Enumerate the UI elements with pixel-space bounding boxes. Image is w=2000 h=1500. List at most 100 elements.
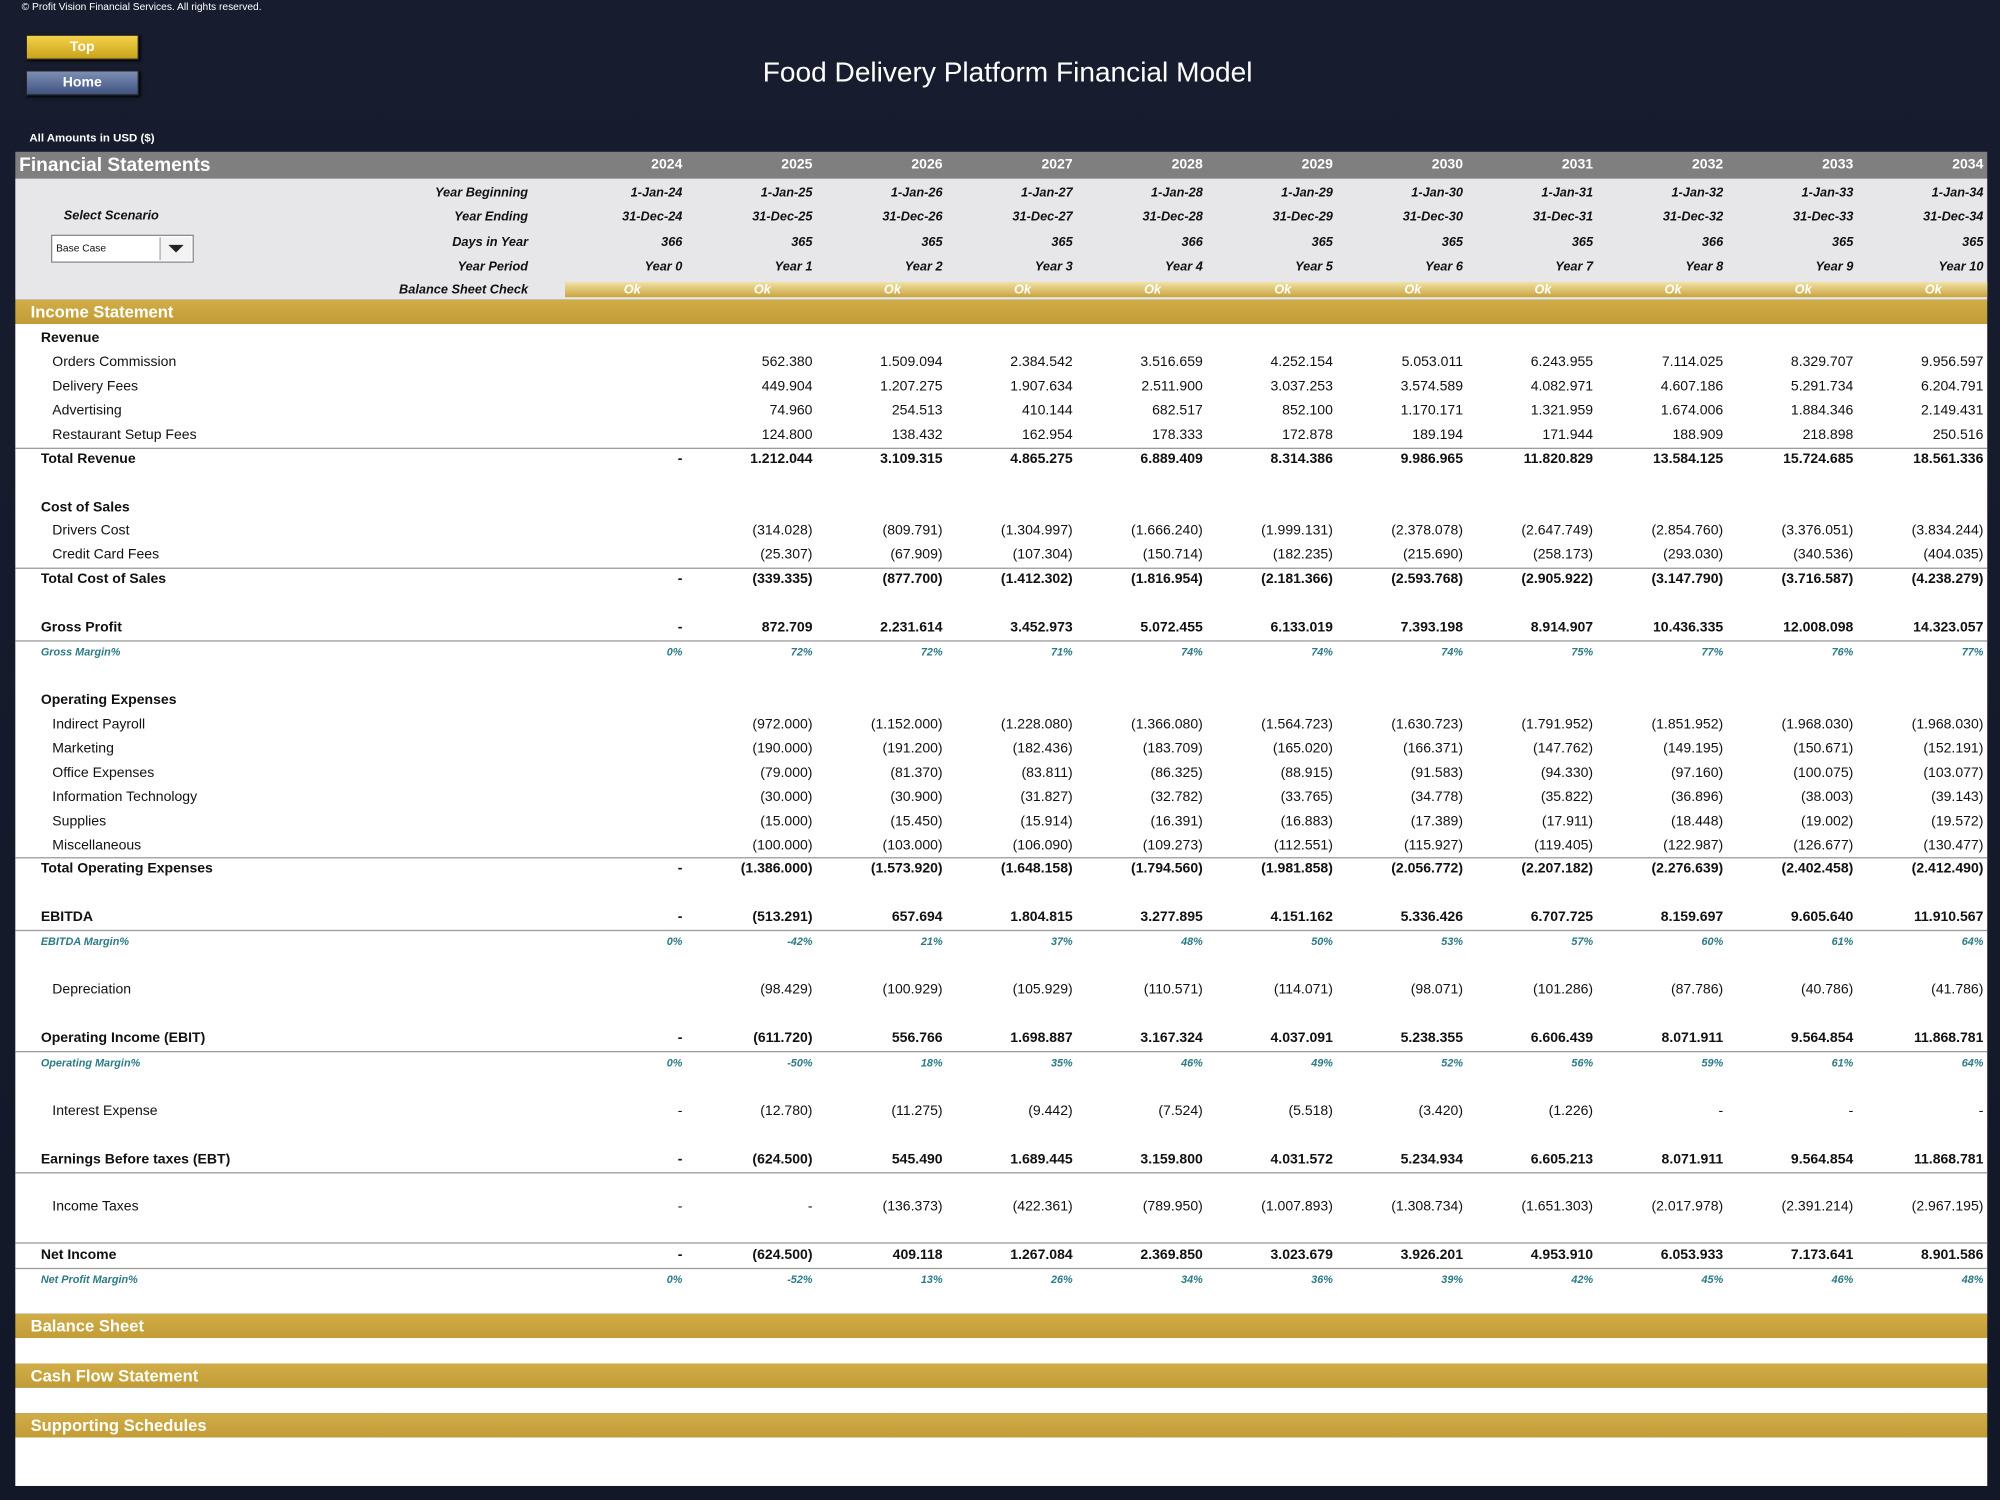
row-value: 2.369.850: [1140, 1247, 1203, 1264]
row-value: 8.159.697: [1660, 909, 1724, 926]
row-value: (258.173): [1533, 547, 1594, 563]
row-value: (36.896): [1670, 789, 1724, 805]
row-value: (83.811): [1021, 764, 1073, 781]
row-value: (182.436): [1012, 740, 1073, 757]
row-value: 1.509.094: [880, 354, 943, 370]
row-label: Total Revenue: [40, 451, 136, 467]
scenario-dropdown[interactable]: Base Case: [51, 234, 194, 263]
row-value: (1.386.000): [740, 861, 813, 877]
row-value: 2.511.900: [1141, 378, 1203, 394]
section-bar: Balance Sheet: [15, 1313, 1988, 1339]
row-label: Credit Card Fees: [52, 547, 160, 563]
row-value: 172.878: [1282, 426, 1333, 443]
row-value: -: [1848, 1102, 1854, 1119]
row-value: (107.304): [1012, 547, 1073, 563]
row-value: 1.170.171: [1400, 402, 1464, 419]
year-header: 2028: [1171, 156, 1203, 173]
balance-check: Ok: [883, 283, 901, 298]
meta-value: Year 10: [1938, 260, 1984, 275]
section-bar: Cash Flow Statement: [15, 1363, 1988, 1388]
row-value: 11.868.781: [1913, 1151, 1984, 1167]
row-value: (1.666.240): [1131, 523, 1203, 539]
row-value: 3.574.589: [1400, 378, 1464, 394]
balance-check-bar: [565, 281, 1988, 298]
row-value: (15.000): [760, 813, 813, 829]
row-value: (150.714): [1142, 547, 1203, 563]
row-value: (100.929): [882, 982, 943, 998]
row-label: Miscellaneous: [52, 837, 142, 853]
top-button[interactable]: Top: [25, 34, 140, 60]
row-value: 76%: [1831, 645, 1854, 659]
row-value: (190.000): [752, 740, 813, 757]
row-value: 5.291.734: [1790, 378, 1854, 394]
row-value: 72%: [920, 645, 943, 659]
row-value: (17.389): [1410, 813, 1464, 829]
row-value: (1.304.997): [1000, 523, 1073, 539]
row-value: 0%: [666, 1055, 683, 1069]
meta-value: 365: [1441, 235, 1464, 250]
balance-check: Ok: [623, 283, 641, 298]
row-value: (2.017.978): [1651, 1199, 1724, 1215]
row-value: (81.370): [890, 764, 943, 781]
row-label: EBITDA: [40, 909, 94, 926]
row-value: (3.716.587): [1781, 571, 1854, 588]
row-value: 11.910.567: [1913, 909, 1984, 926]
row-label: Earnings Before taxes (EBT): [40, 1151, 231, 1167]
row-value: 2.231.614: [880, 620, 943, 636]
row-rule: [15, 1050, 1988, 1053]
row-value: 71%: [1051, 645, 1073, 659]
row-value: 4.953.910: [1530, 1247, 1594, 1264]
row-label: Operating Margin%: [40, 1055, 141, 1069]
row-value: 7.114.025: [1661, 354, 1724, 370]
row-rule: [15, 567, 1988, 570]
row-value: (422.361): [1012, 1199, 1073, 1215]
row-value: 35%: [1051, 1055, 1073, 1069]
row-value: 0%: [666, 935, 683, 949]
row-value: (100.000): [752, 837, 813, 853]
row-label: Gross Margin%: [40, 645, 121, 659]
row-value: (1.968.030): [1911, 716, 1984, 732]
row-value: -: [677, 909, 683, 926]
row-value: (30.900): [890, 789, 943, 805]
row-value: (789.950): [1142, 1199, 1203, 1215]
row-value: (877.700): [882, 571, 943, 588]
page-title: Food Delivery Platform Financial Model: [762, 56, 1253, 89]
row-value: (1.573.920): [870, 861, 943, 877]
row-label: Depreciation: [52, 982, 132, 998]
row-value: 18%: [920, 1055, 943, 1069]
section-bar: Income Statement: [15, 299, 1988, 324]
row-value: (147.762): [1533, 740, 1594, 757]
row-value: (624.500): [752, 1151, 813, 1167]
row-value: (972.000): [752, 716, 813, 732]
row-value: 1.267.084: [1010, 1247, 1073, 1264]
row-label: Marketing: [52, 740, 114, 757]
row-value: 59%: [1701, 1055, 1724, 1069]
row-value: 10.436.335: [1652, 620, 1724, 636]
row-value: (7.524): [1158, 1102, 1203, 1119]
row-value: 0%: [666, 1273, 683, 1287]
row-value: 75%: [1571, 645, 1594, 659]
dropdown-button[interactable]: [159, 237, 192, 261]
row-value: -: [677, 1199, 683, 1215]
meta-value: 366: [661, 235, 683, 250]
scenario-value: Base Case: [56, 242, 107, 254]
row-value: 872.709: [761, 620, 813, 636]
header-title: Financial Statements: [19, 154, 211, 177]
row-value: (18.448): [1670, 813, 1724, 829]
meta-value: 31-Dec-34: [1923, 210, 1984, 225]
meta-value: Year 8: [1685, 260, 1724, 275]
income-body: [15, 323, 1988, 1314]
meta-value: 366: [1701, 235, 1724, 250]
row-value: (1.308.734): [1391, 1199, 1464, 1215]
row-value: 6.707.725: [1530, 909, 1594, 926]
amounts-note: All Amounts in USD ($): [29, 131, 155, 145]
meta-value: 365: [791, 235, 813, 250]
row-value: (67.909): [890, 547, 943, 563]
row-value: (183.709): [1142, 740, 1203, 757]
home-button[interactable]: Home: [25, 70, 140, 96]
row-value: 3.452.973: [1010, 620, 1073, 636]
row-value: (2.905.922): [1521, 571, 1594, 588]
row-value: (1.630.723): [1391, 716, 1464, 732]
row-value: (182.235): [1272, 547, 1333, 563]
row-label: Net Income: [40, 1247, 117, 1264]
